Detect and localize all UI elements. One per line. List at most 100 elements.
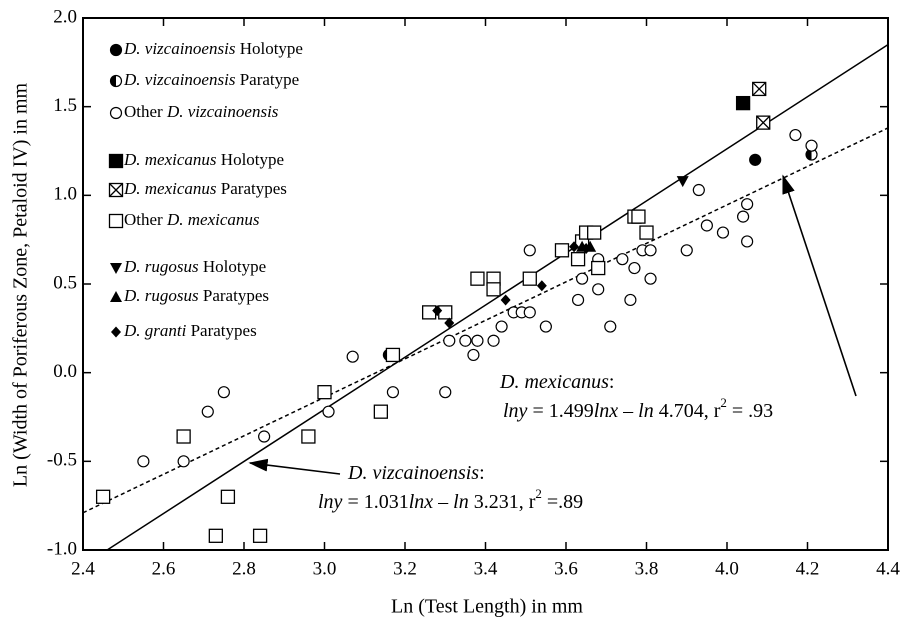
annotation-part: ln (638, 400, 654, 422)
annotation-part: D. mexicanus (499, 371, 609, 393)
marker (749, 153, 762, 166)
marker (439, 386, 452, 399)
marker-shape (467, 348, 480, 362)
x-tick-label: 3.2 (393, 558, 417, 579)
marker-shape (322, 405, 335, 418)
legend-label: D. mexicanus Holotype (123, 150, 284, 169)
marker-shape (421, 305, 437, 320)
annotation-part: 4.704, r (654, 400, 721, 422)
marker-shape (301, 429, 316, 444)
marker-shape (616, 253, 629, 266)
marker-shape (631, 209, 646, 224)
annotation-part: 3.231, r (469, 491, 536, 513)
marker-shape (487, 334, 500, 347)
plot-frame (82, 17, 889, 551)
x-tick-label: 3.6 (554, 558, 578, 579)
marker (346, 350, 359, 363)
y-tick-label: -1.0 (47, 538, 77, 559)
annotation: D. vizcainoensis: (347, 462, 485, 484)
legend-label: D. vizcainoensis Paratype (123, 70, 299, 89)
marker (756, 115, 771, 130)
marker-shape (591, 260, 606, 276)
annotation-part: lnx (594, 400, 619, 422)
marker-shape (109, 183, 123, 197)
marker-shape (486, 282, 501, 297)
marker-shape (220, 489, 236, 504)
marker (444, 317, 455, 329)
marker-shape (581, 243, 592, 255)
marker (554, 243, 570, 258)
annotation: D. mexicanus: (499, 371, 614, 393)
marker-shape (692, 183, 705, 197)
legend-marker (108, 153, 124, 169)
marker (741, 198, 754, 211)
marker-shape (736, 210, 750, 223)
marker (805, 148, 818, 161)
marker-shape (110, 263, 122, 274)
marker (571, 293, 585, 307)
legend-label: D. vizcainoensis Holotype (123, 39, 303, 58)
marker (539, 320, 552, 333)
marker (700, 219, 713, 232)
marker (592, 283, 605, 296)
marker (386, 386, 400, 399)
marker-shape (523, 306, 536, 319)
marker (459, 334, 472, 347)
marker-shape (536, 280, 547, 292)
marker-shape (741, 198, 754, 211)
marker-shape (137, 455, 150, 468)
marker-shape (628, 261, 641, 275)
marker-shape (639, 225, 654, 240)
y-tick-label: -0.5 (47, 450, 77, 471)
marker-shape (258, 430, 271, 443)
marker (95, 489, 111, 504)
marker-shape (676, 176, 689, 188)
marker (486, 282, 501, 297)
legend-label: Other D. vizcainoensis (124, 102, 279, 121)
marker (676, 176, 689, 188)
marker (252, 528, 268, 543)
x-tick-label: 2.4 (71, 558, 95, 579)
marker (570, 252, 586, 267)
annotation-part: ln (453, 491, 469, 513)
marker-shape (700, 219, 713, 232)
annotation-part: : (609, 371, 615, 393)
marker-shape (176, 429, 191, 444)
marker-shape (109, 43, 123, 57)
marker (467, 348, 480, 362)
marker (500, 294, 511, 306)
marker-shape (439, 386, 452, 399)
marker (258, 430, 271, 443)
marker-shape (570, 252, 586, 267)
y-tick-label: 2.0 (53, 6, 77, 27)
marker (522, 271, 537, 286)
marker-shape (539, 320, 552, 333)
y-axis-label: Ln (Width of Poriferous Zone, Petaloid I… (10, 82, 32, 487)
marker-shape (317, 385, 332, 400)
marker (373, 404, 389, 419)
marker (680, 244, 693, 257)
y-tick-label: 0.5 (53, 272, 77, 293)
marker-shape (95, 489, 111, 504)
marker-shape (575, 272, 589, 285)
x-tick-label: 2.8 (232, 558, 256, 579)
marker-shape (111, 326, 121, 338)
annotation-arrow (248, 458, 341, 475)
marker-shape (444, 317, 455, 329)
marker (735, 95, 751, 111)
marker (301, 429, 316, 444)
marker (604, 320, 617, 333)
marker (569, 241, 580, 253)
marker (644, 244, 657, 257)
legend-label: D. mexicanus Paratypes (123, 179, 287, 198)
marker (523, 244, 536, 257)
marker-shape (749, 153, 762, 166)
marker-shape (110, 291, 122, 302)
marker (421, 305, 437, 320)
marker (177, 455, 190, 468)
y-tick-label: 0.0 (53, 361, 77, 382)
marker (443, 334, 456, 347)
marker (470, 271, 485, 286)
marker-shape (680, 244, 693, 257)
marker-shape (741, 235, 754, 248)
